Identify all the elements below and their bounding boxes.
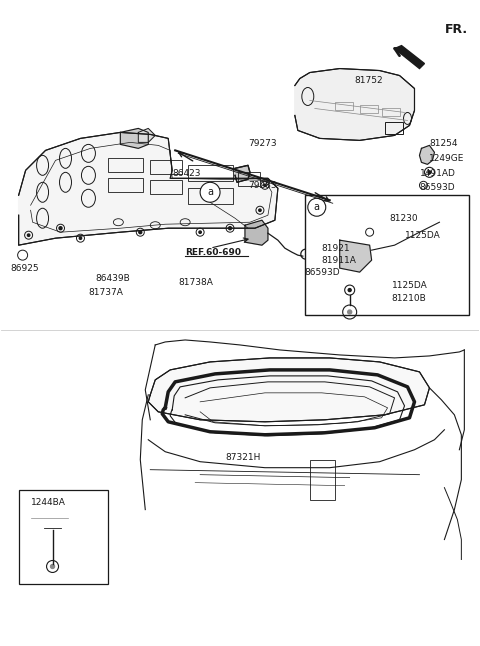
Text: a: a bbox=[207, 187, 213, 197]
Circle shape bbox=[79, 237, 82, 240]
Bar bbox=[310, 460, 335, 499]
Bar bbox=[188, 188, 233, 204]
Circle shape bbox=[139, 231, 142, 234]
Circle shape bbox=[428, 171, 431, 174]
Text: 1125DA: 1125DA bbox=[405, 231, 440, 240]
Polygon shape bbox=[245, 220, 268, 245]
Text: 81921: 81921 bbox=[322, 244, 350, 253]
Polygon shape bbox=[138, 129, 155, 142]
Text: 81752: 81752 bbox=[355, 76, 384, 85]
Text: 79273: 79273 bbox=[248, 139, 276, 148]
Text: 86925: 86925 bbox=[11, 264, 39, 273]
Polygon shape bbox=[420, 145, 434, 164]
Circle shape bbox=[308, 198, 326, 216]
Circle shape bbox=[27, 234, 30, 236]
Text: REF.60-690: REF.60-690 bbox=[185, 247, 241, 256]
Circle shape bbox=[59, 227, 62, 230]
Text: 81737A: 81737A bbox=[88, 287, 123, 297]
Circle shape bbox=[259, 209, 261, 211]
Text: 81210B: 81210B bbox=[392, 293, 426, 302]
Bar bbox=[108, 158, 144, 172]
Text: 81911A: 81911A bbox=[322, 256, 357, 265]
Bar bbox=[305, 195, 469, 315]
Polygon shape bbox=[395, 46, 424, 68]
Bar bbox=[108, 178, 144, 193]
Text: 86439B: 86439B bbox=[96, 274, 130, 282]
Text: 1244BA: 1244BA bbox=[31, 497, 65, 506]
Polygon shape bbox=[340, 240, 372, 272]
Polygon shape bbox=[19, 132, 278, 245]
Circle shape bbox=[50, 565, 55, 568]
Text: 87321H: 87321H bbox=[225, 453, 261, 462]
Circle shape bbox=[348, 310, 352, 314]
Circle shape bbox=[200, 182, 220, 202]
Bar bbox=[382, 109, 399, 116]
Text: FR.: FR. bbox=[444, 23, 468, 36]
Bar bbox=[384, 123, 403, 134]
Circle shape bbox=[264, 184, 266, 187]
Text: 1249GE: 1249GE bbox=[430, 154, 465, 163]
Polygon shape bbox=[120, 129, 148, 149]
Circle shape bbox=[199, 231, 201, 233]
Text: 81254: 81254 bbox=[430, 139, 458, 148]
Bar bbox=[150, 180, 182, 194]
Text: 1125DA: 1125DA bbox=[392, 280, 427, 289]
Circle shape bbox=[228, 227, 231, 230]
Polygon shape bbox=[148, 358, 430, 422]
Bar bbox=[360, 105, 378, 114]
Polygon shape bbox=[235, 165, 250, 182]
Text: 81230: 81230 bbox=[390, 214, 418, 223]
Text: 86423: 86423 bbox=[172, 169, 201, 178]
Text: 1491AD: 1491AD bbox=[420, 169, 456, 178]
Text: 86593D: 86593D bbox=[420, 183, 455, 192]
Text: a: a bbox=[314, 202, 320, 213]
Polygon shape bbox=[295, 68, 415, 140]
Text: 81738A: 81738A bbox=[178, 278, 213, 287]
Text: 86593D: 86593D bbox=[305, 267, 340, 276]
Bar bbox=[335, 103, 353, 110]
Circle shape bbox=[348, 289, 351, 291]
Bar bbox=[188, 165, 233, 182]
Bar bbox=[150, 160, 182, 174]
Bar bbox=[19, 490, 108, 585]
Text: 79283: 79283 bbox=[248, 181, 276, 190]
Bar bbox=[238, 172, 260, 186]
